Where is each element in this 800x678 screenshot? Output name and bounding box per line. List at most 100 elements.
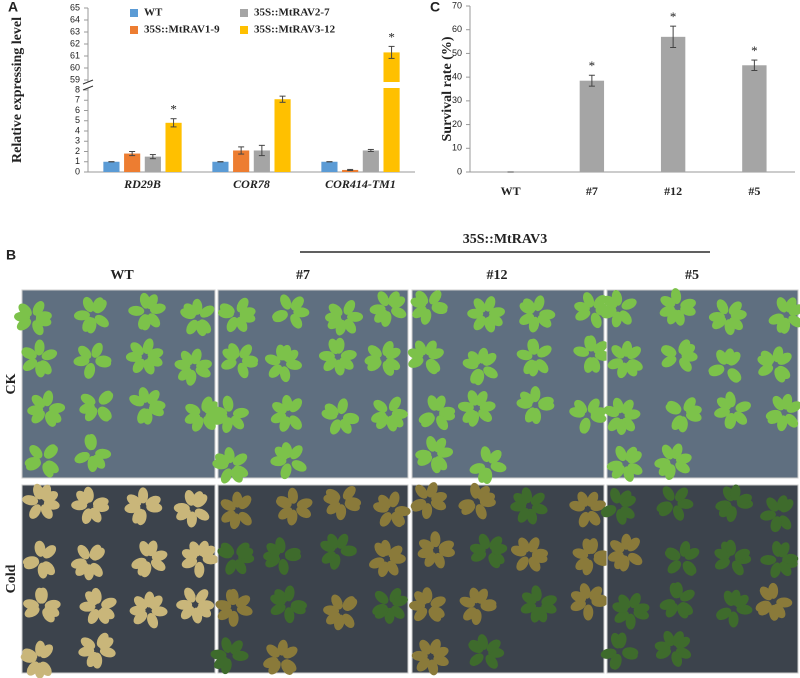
leaf	[74, 451, 90, 464]
leaf	[379, 512, 392, 527]
leaf	[196, 320, 207, 337]
leaf	[201, 545, 216, 559]
leaf	[758, 364, 774, 376]
leaf	[607, 358, 624, 370]
leaf	[369, 304, 386, 315]
leaf	[189, 541, 201, 557]
leaf	[715, 500, 732, 511]
leaf	[416, 657, 430, 672]
leaf	[334, 359, 345, 376]
leaf	[226, 316, 238, 333]
significance: *	[388, 29, 395, 44]
leaf	[95, 448, 112, 459]
bar	[579, 80, 605, 172]
leaf	[131, 557, 147, 569]
leaf	[180, 350, 194, 366]
leaf	[431, 492, 447, 503]
leaf	[40, 504, 53, 519]
error-bar	[588, 74, 595, 87]
leaf	[788, 315, 800, 328]
column-label: WT	[110, 268, 134, 283]
leaf	[618, 594, 631, 609]
error-bar	[670, 25, 677, 48]
leaf	[191, 348, 202, 365]
leaf	[483, 366, 498, 379]
leaf	[268, 364, 283, 378]
leaf	[724, 412, 736, 429]
leaf	[276, 496, 292, 508]
leaf	[128, 305, 145, 316]
leaf	[321, 551, 336, 564]
leaf	[770, 562, 782, 578]
leaf	[367, 345, 382, 358]
leaf	[37, 587, 48, 604]
leaf	[579, 583, 591, 599]
leaf	[18, 303, 32, 317]
leaf	[326, 501, 341, 515]
leaf	[34, 339, 45, 356]
leaf	[178, 367, 192, 381]
leaf	[238, 495, 252, 510]
leaf	[371, 411, 387, 423]
leaf	[620, 495, 636, 508]
leaf	[284, 547, 301, 559]
leaf	[469, 463, 486, 474]
leaf	[392, 595, 408, 607]
bar	[212, 161, 229, 172]
leaf	[778, 542, 790, 558]
break-mark	[82, 85, 94, 91]
leaf	[369, 557, 385, 569]
bar	[362, 150, 379, 172]
leaf	[232, 407, 249, 419]
leaf	[479, 492, 495, 504]
leaf	[673, 505, 685, 521]
bar	[742, 65, 767, 172]
y-tick-label: 10	[452, 143, 462, 153]
leaf	[280, 294, 292, 310]
leaf	[81, 508, 93, 524]
leaf	[774, 367, 786, 383]
leaf	[531, 503, 548, 515]
leaf	[769, 604, 780, 621]
significance: *	[170, 102, 177, 117]
leaf	[780, 499, 794, 513]
leaf	[138, 314, 149, 330]
leaf	[574, 399, 588, 414]
leaf	[488, 553, 501, 569]
leaf	[531, 585, 542, 602]
leaf	[83, 486, 94, 503]
leaf	[280, 463, 292, 480]
leaf	[342, 485, 356, 500]
leaf	[391, 512, 403, 528]
leaf	[173, 503, 190, 514]
leaf	[37, 562, 48, 579]
leaf	[35, 311, 52, 322]
leaf	[625, 613, 636, 630]
leaf	[22, 556, 39, 567]
leaf	[236, 605, 253, 616]
leaf	[44, 445, 58, 459]
leaf	[184, 587, 196, 603]
leaf	[329, 419, 342, 435]
leaf	[95, 355, 112, 366]
leaf	[760, 350, 775, 364]
leaf	[86, 434, 97, 451]
panel-label: C	[430, 0, 440, 15]
leaf	[296, 506, 311, 519]
bar	[321, 161, 338, 172]
leaf	[77, 544, 90, 560]
leaf	[45, 411, 57, 427]
leaf	[336, 533, 349, 549]
error-bar	[258, 144, 265, 157]
leaf	[528, 537, 540, 553]
row-label: CK	[4, 373, 19, 394]
leaf	[343, 319, 357, 334]
leaf	[731, 560, 744, 576]
leaf	[230, 640, 243, 655]
leaf	[324, 403, 339, 417]
leaf	[415, 290, 429, 305]
photo-bg	[217, 484, 409, 674]
leaf	[234, 559, 247, 575]
leaf	[684, 548, 700, 560]
leaf	[225, 559, 237, 575]
